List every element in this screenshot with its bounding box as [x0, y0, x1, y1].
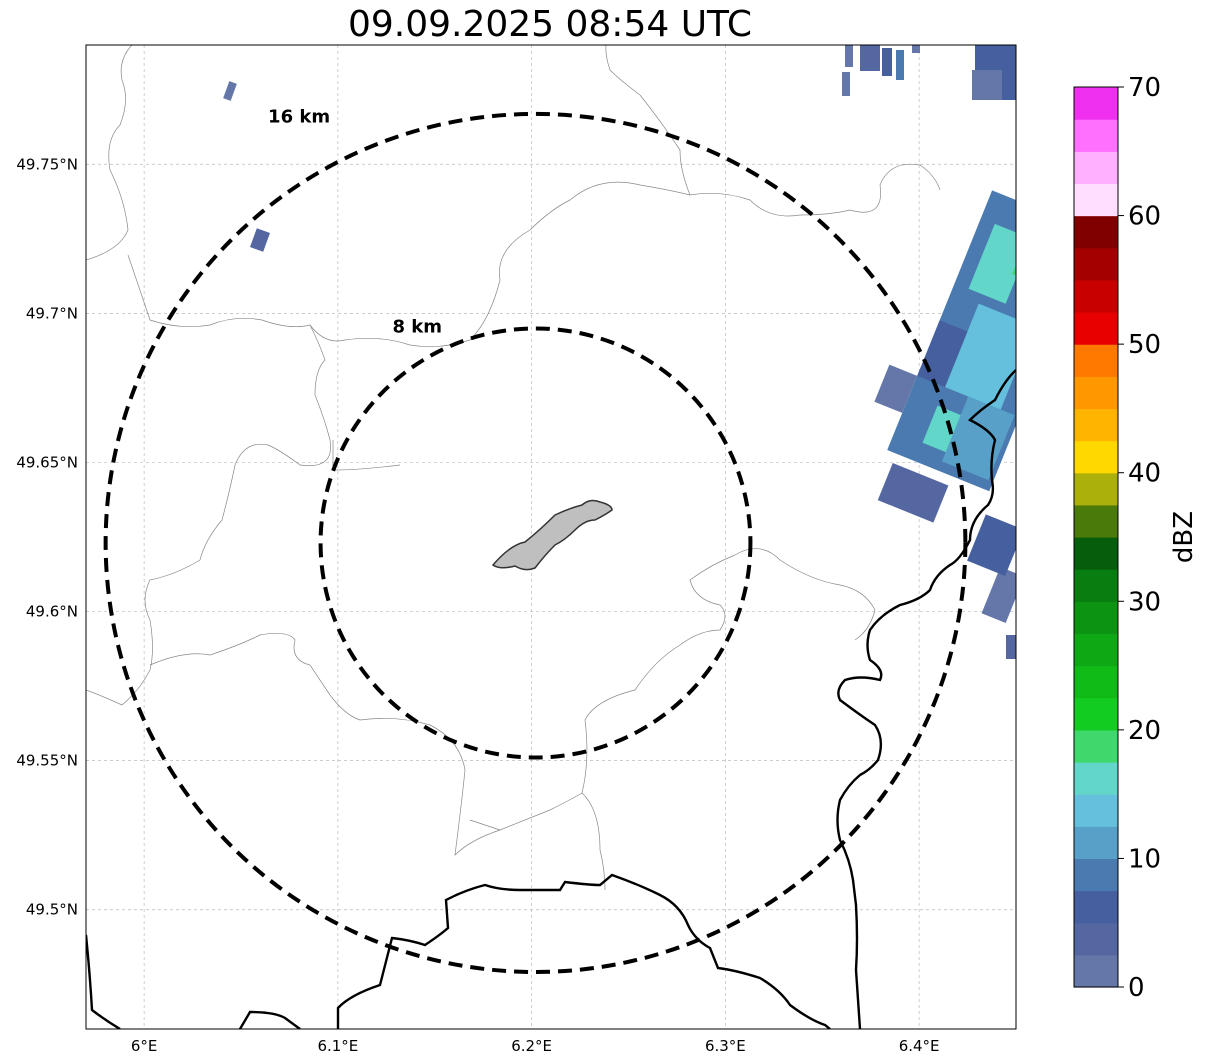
colorbar-segment — [1074, 569, 1118, 602]
lat-tick-label: 49.75°N — [16, 155, 78, 173]
plot-frame — [85, 44, 1017, 1030]
colorbar-segment — [1074, 794, 1118, 827]
colorbar-segment — [1074, 440, 1118, 474]
colorbar-segment — [1074, 762, 1118, 795]
colorbar-segment — [1074, 151, 1118, 185]
colorbar-tick-label: 0 — [1128, 973, 1145, 1003]
colorbar-segment — [1074, 697, 1118, 731]
colorbar-frame — [1073, 86, 1119, 988]
lon-tick-label: 6°E — [131, 1037, 158, 1055]
colorbar-segment — [1074, 665, 1118, 699]
range-rings: 8 km 16 km — [103, 107, 968, 975]
colorbar-segment — [1074, 890, 1118, 924]
echo-patch-southeast — [967, 514, 1016, 659]
colorbar-tick-label: 70 — [1128, 73, 1161, 103]
colorbar-segment — [1074, 729, 1118, 763]
colorbar-segment — [1074, 312, 1118, 345]
colorbar-segment — [1074, 183, 1118, 217]
colorbar-tick-label: 60 — [1128, 202, 1161, 232]
colorbar-segment — [1074, 826, 1118, 860]
lon-tick-label: 6.1°E — [317, 1037, 358, 1055]
colorbar-tick-label: 50 — [1128, 330, 1161, 360]
colorbar-segment — [1074, 87, 1118, 120]
colorbar-segment — [1074, 247, 1118, 281]
colorbar-segment — [1074, 119, 1118, 152]
colorbar-segment — [1074, 601, 1118, 635]
colorbar-segment — [1074, 472, 1118, 506]
colorbar-tick-label: 40 — [1128, 459, 1161, 489]
colorbar-segment — [1074, 633, 1118, 667]
colorbar-segment — [1074, 537, 1118, 570]
colorbar-segment — [1074, 504, 1118, 538]
colorbar-label: dBZ — [1169, 511, 1199, 563]
colorbar-tick-label: 20 — [1128, 716, 1161, 746]
colorbar-segment — [1074, 279, 1118, 313]
lon-tick-label: 6.4°E — [899, 1037, 940, 1055]
colorbar-segment — [1074, 858, 1118, 892]
graticule-grid — [86, 45, 1016, 1029]
map-title: 09.09.2025 08:54 UTC — [347, 4, 753, 45]
lat-tick-label: 49.55°N — [16, 752, 78, 770]
national-borders — [86, 369, 1016, 1029]
lon-tick-label: 6.2°E — [511, 1037, 552, 1055]
radar-echoes — [223, 45, 1016, 659]
colorbar-segment — [1074, 344, 1118, 377]
range-ring-8km — [318, 326, 753, 760]
lat-tick-label: 49.7°N — [26, 304, 78, 322]
echo-band-east — [874, 190, 1016, 523]
range-ring-label: 8 km — [393, 317, 443, 338]
luxembourg-city-area — [491, 499, 613, 571]
lat-tick-label: 49.5°N — [26, 901, 78, 919]
colorbar-tick-label: 30 — [1128, 587, 1161, 617]
lat-tick-label: 49.6°N — [26, 603, 78, 621]
colorbar-tick-label: 10 — [1128, 844, 1161, 874]
range-ring-16km — [103, 111, 968, 975]
municipal-boundaries — [86, 45, 941, 891]
colorbar-segment — [1074, 922, 1118, 956]
lat-tick-label: 49.65°N — [16, 453, 78, 471]
range-ring-label: 16 km — [268, 107, 330, 128]
colorbar-segment — [1074, 376, 1118, 410]
echo-patch-northwest — [223, 81, 270, 252]
colorbar-segment — [1074, 954, 1118, 988]
lon-tick-label: 6.3°E — [705, 1037, 746, 1055]
colorbar-segment — [1074, 408, 1118, 442]
axis-ticks: 6°E 6.1°E 6.2°E 6.3°E 6.4°E 49.75°N 49.7°N 49.6… — [16, 155, 939, 1055]
colorbar: 0 10 20 30 40 50 60 70 dBZ — [1073, 73, 1199, 1003]
echo-streaks-north — [842, 45, 1016, 100]
colorbar-segment — [1074, 215, 1118, 249]
